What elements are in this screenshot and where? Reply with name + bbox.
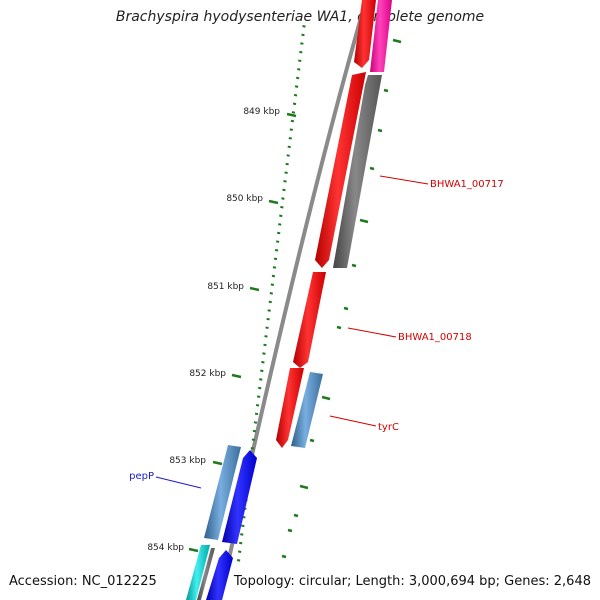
minor-tick [278,223,282,226]
minor-tick [268,300,272,304]
minor-tick [272,266,277,269]
minor-tick [239,541,243,545]
gene-label-bhwa1-00718[interactable]: BHWA1_00718 [398,332,472,343]
minor-tick [258,386,262,390]
minor-tick [280,205,284,209]
minor-tick [284,171,288,174]
gene-arrow-blue[interactable] [222,450,257,544]
minor-tick [283,180,287,183]
minor-tick [281,197,285,200]
label-leader [329,415,377,427]
kbp-label: 854 kbp [147,543,184,553]
minor-tick [291,111,296,114]
minor-tick [282,188,286,192]
kbp-label: 853 kbp [169,456,206,466]
gene-arrow-red[interactable] [315,72,366,268]
minor-tick [300,42,304,45]
gene-features [186,0,392,600]
minor-tick [287,145,291,149]
minor-tick [266,317,270,321]
minor-tick [273,257,278,261]
label-leader [155,476,202,489]
gene-arrow-cyan[interactable] [186,545,210,600]
gene-arrow-gray[interactable] [333,75,382,268]
minor-tick [260,369,264,373]
genome-summary-text: Topology: circular; Length: 3,000,694 bp… [233,574,591,589]
major-tick [286,112,297,118]
kbp-label: 849 kbp [243,107,280,117]
minor-tick [265,326,269,330]
minor-tick [295,76,300,80]
minor-tick [252,429,257,433]
label-leader [347,327,397,338]
accession-text: Accession: NC_012225 [9,574,157,589]
minor-tick [256,395,261,398]
minor-tick [276,231,281,235]
minor-tick [288,136,292,140]
outer-ticks [281,38,402,559]
minor-tick [267,309,271,312]
major-tick [212,460,223,466]
gene-label-tyrc[interactable]: tyrC [378,422,399,433]
minor-tick [293,93,298,97]
minor-tick [236,559,241,562]
minor-tick [290,119,295,123]
gene-arrow-blue[interactable] [206,550,233,600]
kbp-label: 851 kbp [207,282,244,292]
minor-tick [298,59,302,63]
minor-tick [255,403,260,407]
gene-arrow-steelblue[interactable] [204,445,241,540]
minor-tick [240,533,244,536]
minor-tick [263,343,267,347]
minor-tick [237,550,242,553]
gene-arrow-red[interactable] [293,272,326,368]
gene-arrow-red[interactable] [276,368,304,448]
minor-tick [289,128,294,131]
minor-tick [274,248,279,252]
gene-label-bhwa1-00717[interactable]: BHWA1_00717 [430,179,504,190]
minor-tick [275,240,280,243]
major-tick [268,199,279,205]
gene-arrow-steelblue[interactable] [291,372,323,448]
major-tick [188,547,199,553]
major-tick [249,286,260,292]
kbp-marks: 849 kbp 850 kbp 851 kbp 852 kbp 853 kbp … [147,107,297,553]
minor-tick [254,412,259,416]
minor-tick [262,352,266,355]
major-tick [231,373,242,379]
minor-tick [279,214,283,218]
scale-ticks [236,25,306,562]
minor-tick [241,524,245,528]
kbp-label: 850 kbp [226,194,263,204]
minor-tick [297,68,301,71]
minor-tick [269,292,274,295]
gene-arrow-gray[interactable] [197,548,215,600]
gene-arrow-red[interactable] [354,0,376,68]
minor-tick [270,283,275,286]
minor-tick [302,25,306,28]
minor-tick [271,274,276,278]
gene-labels: BHWA1_00717 BHWA1_00718 tyrC pepP [129,175,504,489]
minor-tick [253,421,258,424]
minor-tick [250,447,255,450]
minor-tick [292,102,297,106]
minor-tick [259,378,263,381]
gene-arrow-magenta[interactable] [370,0,392,72]
minor-tick [301,33,305,37]
gene-label-pepp[interactable]: pepP [129,471,154,482]
minor-tick [299,50,303,54]
map-title: Brachyspira hyodysenteriae WA1, complete… [115,9,485,25]
minor-tick [264,335,268,338]
minor-tick [251,438,256,441]
kbp-label: 852 kbp [189,369,226,379]
minor-tick [294,85,299,88]
minor-tick [261,360,265,364]
label-leader [379,175,429,185]
minor-tick [285,162,289,166]
minor-tick [286,154,290,157]
